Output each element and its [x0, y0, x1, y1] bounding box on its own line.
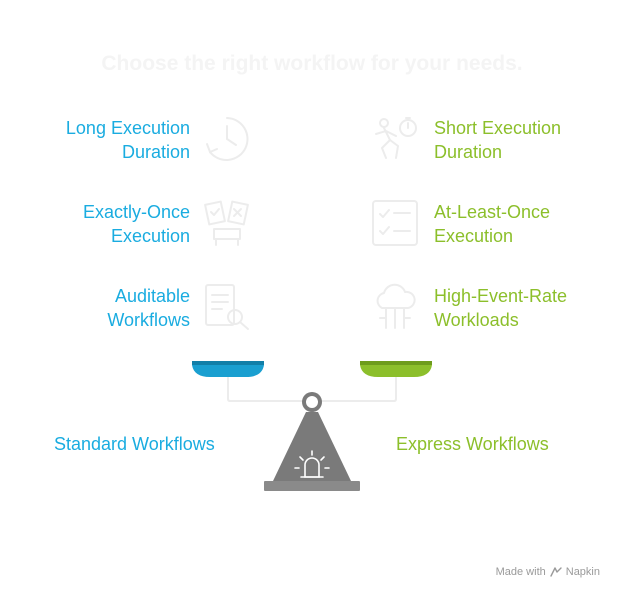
balance-scale [192, 361, 432, 491]
runner-stopwatch-icon [375, 117, 417, 159]
feature-high-event-rate-workloads: High-Event-Rate Workloads [434, 286, 568, 330]
cloud-network-icon [376, 283, 416, 329]
feature-long-execution-duration: Long Execution Duration [65, 118, 190, 162]
clock-icon [206, 117, 249, 161]
feature-at-least-once-execution: At-Least-Once Execution [434, 202, 551, 246]
footer-brand: Napkin [565, 566, 600, 578]
standard-workflows-label: Standard Workflows [54, 434, 215, 454]
feature-short-execution-duration: Short Execution Duration [434, 118, 562, 162]
checklist-board-icon [204, 200, 249, 246]
napkin-logo-icon [550, 567, 562, 577]
footer-text: Made with [495, 566, 546, 578]
alarm-light-icon [294, 450, 330, 478]
footer-credit: Made with Napkin [496, 566, 600, 578]
feature-exactly-once-execution: Exactly-Once Execution [82, 202, 190, 246]
page-title: Choose the right workflow for your needs… [101, 52, 523, 75]
checkbox-list-icon [372, 200, 418, 246]
document-search-icon [205, 284, 249, 330]
feature-auditable-workflows: Auditable Workflows [107, 286, 190, 330]
express-workflows-label: Express Workflows [396, 434, 549, 454]
